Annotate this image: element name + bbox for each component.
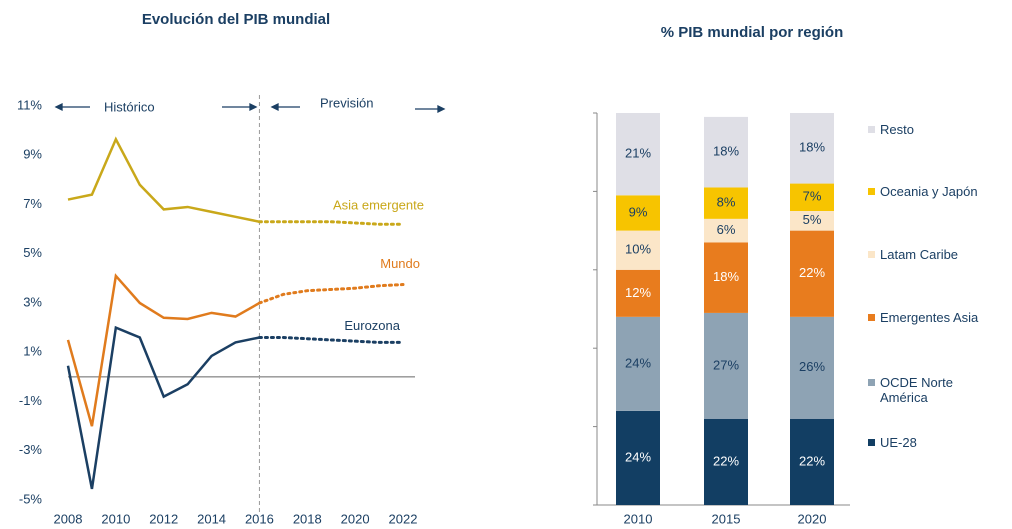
forecast-line bbox=[257, 283, 405, 305]
data-label: 22% bbox=[799, 453, 825, 468]
bar-segment bbox=[616, 113, 660, 196]
legend-label: UE-28 bbox=[880, 435, 917, 450]
x-tick-label: 2012 bbox=[149, 511, 178, 526]
data-label: 18% bbox=[713, 144, 739, 159]
x-tick-label: 2014 bbox=[197, 511, 226, 526]
data-label: 18% bbox=[713, 269, 739, 284]
bar-segment bbox=[704, 242, 748, 313]
y-tick-label: 1% bbox=[23, 344, 42, 359]
data-label: 22% bbox=[799, 265, 825, 280]
bar-segment bbox=[616, 410, 660, 505]
bar-segment bbox=[790, 183, 834, 211]
y-tick-label: -3% bbox=[19, 442, 43, 457]
legend-swatch bbox=[868, 126, 875, 133]
data-label: 21% bbox=[625, 146, 651, 161]
y-tick-label: -5% bbox=[19, 491, 43, 506]
x-tick-label: 2010 bbox=[624, 511, 653, 526]
bar-segment bbox=[704, 312, 748, 419]
forecast-line bbox=[257, 335, 405, 344]
legend-label: Resto bbox=[880, 122, 914, 137]
y-tick-label: 7% bbox=[23, 196, 42, 211]
series-label: Mundo bbox=[380, 256, 420, 271]
legend-swatch bbox=[868, 314, 875, 321]
chart-title: % PIB mundial por región bbox=[661, 24, 844, 41]
bar-segment bbox=[790, 316, 834, 419]
x-tick-label: 2018 bbox=[293, 511, 322, 526]
legend-label: OCDE Norte América bbox=[880, 375, 953, 405]
legend-swatch bbox=[868, 251, 875, 258]
data-label: 26% bbox=[799, 359, 825, 374]
x-tick-label: 2022 bbox=[389, 511, 418, 526]
data-label: 24% bbox=[625, 355, 651, 370]
legend-item: Oceania y Japón bbox=[868, 184, 1008, 199]
x-tick-label: 2016 bbox=[245, 511, 274, 526]
legend-item: UE-28 bbox=[868, 435, 1008, 450]
bar-segment bbox=[790, 230, 834, 317]
arrows bbox=[54, 102, 446, 114]
legend-item: OCDE Norte América bbox=[868, 375, 1008, 405]
data-label: 24% bbox=[625, 449, 651, 464]
legend-item: Emergentes Asia bbox=[868, 310, 1008, 325]
line bbox=[66, 325, 260, 490]
y-tick-label: 3% bbox=[23, 294, 42, 309]
bar-segment bbox=[616, 195, 660, 231]
x-tick-label: 2020 bbox=[341, 511, 370, 526]
legend-swatch bbox=[868, 439, 875, 446]
chart-title: Evolución del PIB mundial bbox=[142, 11, 330, 28]
data-label: 8% bbox=[717, 195, 736, 210]
y-tick-label: -1% bbox=[19, 393, 43, 408]
data-label: 6% bbox=[717, 222, 736, 237]
line bbox=[66, 273, 261, 427]
series-label: Asia emergente bbox=[333, 198, 424, 213]
forecast-line bbox=[257, 220, 405, 226]
line bbox=[67, 136, 260, 223]
data-label: 22% bbox=[713, 453, 739, 468]
bar-segment bbox=[790, 418, 834, 505]
legend-item: Latam Caribe bbox=[868, 247, 1008, 262]
bar-segment bbox=[616, 269, 660, 317]
data-label: 7% bbox=[803, 189, 822, 204]
data-label: 9% bbox=[629, 204, 648, 219]
x-tick-label: 2015 bbox=[712, 511, 741, 526]
y-tick-label: 9% bbox=[23, 147, 42, 162]
bar-segment bbox=[790, 211, 834, 231]
x-tick-label: 2020 bbox=[798, 511, 827, 526]
bar-segment bbox=[790, 113, 834, 184]
data-label: 5% bbox=[803, 212, 822, 227]
x-tick-label: 2008 bbox=[54, 511, 83, 526]
bar-segment bbox=[704, 116, 748, 188]
bar-segment bbox=[616, 316, 660, 411]
bar-segment bbox=[616, 230, 660, 270]
annotation: Previsión bbox=[320, 95, 373, 110]
bar-segment bbox=[704, 187, 748, 219]
y-tick-label: 11% bbox=[17, 97, 42, 112]
legend-label: Emergentes Asia bbox=[880, 310, 979, 325]
data-label: 12% bbox=[625, 285, 651, 300]
series-label: Eurozona bbox=[344, 318, 400, 333]
data-label: 10% bbox=[625, 242, 651, 257]
x-tick-label: 2010 bbox=[101, 511, 130, 526]
data-label: 27% bbox=[713, 357, 739, 372]
bar-segment bbox=[704, 418, 748, 505]
legend-item: Resto bbox=[868, 122, 1008, 137]
legend-swatch bbox=[868, 188, 875, 195]
annotation: Histórico bbox=[104, 99, 155, 114]
legend-label: Latam Caribe bbox=[880, 247, 959, 262]
legend-swatch bbox=[868, 379, 875, 386]
legend-label: Oceania y Japón bbox=[880, 184, 978, 199]
bar-segment bbox=[704, 218, 748, 243]
y-tick-label: 5% bbox=[23, 245, 42, 260]
data-label: 18% bbox=[799, 140, 825, 155]
